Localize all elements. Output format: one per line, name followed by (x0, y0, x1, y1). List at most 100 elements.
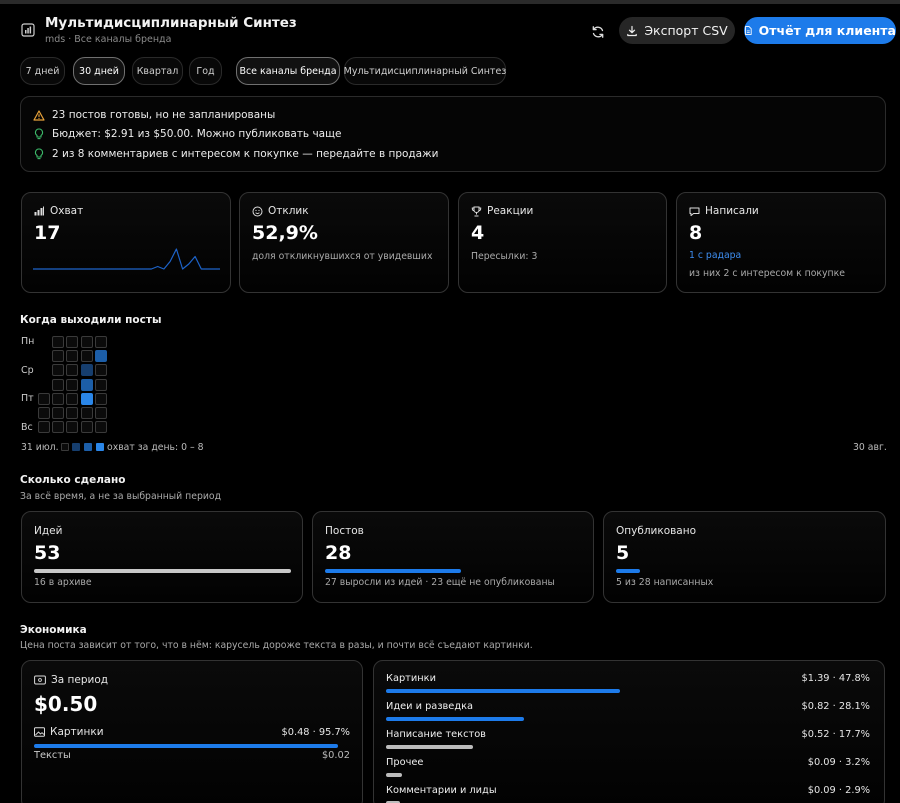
heatmap-cell[interactable] (80, 364, 93, 377)
heatmap-cell[interactable] (52, 378, 65, 391)
heatmap-cell[interactable] (80, 378, 93, 391)
heatmap-cell[interactable] (52, 336, 65, 348)
breakdown-label: Написание текстов (386, 729, 486, 740)
heatmap-cell[interactable] (80, 421, 93, 434)
economy-breakdown-card: Картинки $1.39 · 47.8% Идеи и разведка $0.8… (373, 660, 885, 803)
heatmap-cell[interactable] (52, 364, 65, 377)
breakdown-bar (386, 689, 621, 693)
heatmap-cell[interactable] (94, 364, 107, 377)
refresh-button[interactable] (586, 20, 610, 44)
period-label-text: За период (51, 674, 109, 686)
heatmap-title: Когда выходили посты (20, 314, 162, 326)
image-icon (34, 727, 45, 737)
progress-sub: 16 в архиве (34, 577, 92, 588)
metric-value-reach: 17 (34, 222, 61, 244)
heatmap-cell[interactable] (52, 392, 65, 405)
tab-all-brand-channels[interactable]: Все каналы бренда (236, 57, 340, 85)
smile-icon (252, 206, 263, 216)
progress-fill (34, 569, 291, 573)
analytics-icon (21, 22, 35, 37)
heatmap-cell[interactable] (38, 392, 50, 405)
heatmap-cell[interactable] (80, 407, 93, 419)
page-title: Мультидисциплинарный Синтез (45, 15, 297, 31)
period-images-label: Картинки (34, 726, 104, 738)
metric-sub-engagement: доля откликнувшихся от увидевших (252, 251, 433, 262)
heatmap-cell[interactable] (52, 350, 65, 363)
heatmap-cell[interactable] (66, 407, 79, 419)
breakdown-label: Идеи и разведка (386, 701, 474, 712)
heatmap-cell[interactable] (94, 378, 107, 391)
radar-link[interactable]: 1 с радара (689, 250, 742, 261)
wallet-icon (34, 675, 46, 685)
period-texts-value: $0.02 (321, 750, 350, 761)
period-label: За период (34, 674, 108, 686)
heatmap-cell[interactable] (94, 392, 107, 405)
alert-text: Бюджет: $2.91 из $50.00. Можно публикова… (52, 128, 342, 140)
breakdown-value: $0.52 · 17.7% (801, 729, 870, 740)
heatmap-cell[interactable] (52, 421, 65, 434)
metric-value-engagement: 52,9% (252, 222, 318, 244)
heatmap-cell[interactable] (66, 392, 79, 405)
heatmap-cell[interactable] (38, 421, 50, 434)
alert-sales-leads: 2 из 8 комментариев с интересом к покупк… (33, 146, 438, 162)
done-section-subtitle: За всё время, а не за выбранный период (20, 491, 221, 502)
metric-label-engagement: Отклик (252, 205, 309, 217)
heatmap-cell[interactable] (94, 336, 107, 348)
tab-30-days[interactable]: 30 дней (73, 57, 125, 85)
period-row-label: Картинки (50, 726, 104, 738)
tab-year[interactable]: Год (189, 57, 222, 85)
legend-swatch-3 (96, 443, 104, 451)
alert-text: 23 постов готовы, но не запланированы (52, 109, 276, 121)
tab-quarter[interactable]: Квартал (132, 57, 183, 85)
progress-card-posts: Постов 28 27 выросли из идей · 23 ещё не… (312, 511, 594, 603)
heatmap-cell[interactable] (66, 421, 79, 434)
day-label-wed: Ср (21, 365, 34, 376)
reach-sparkline (33, 248, 220, 270)
metric-label-reach: Охват (34, 205, 83, 217)
metric-label-text: Написали (705, 205, 759, 217)
heatmap-cell[interactable] (52, 407, 65, 419)
alerts-panel: 23 постов готовы, но не запланированы Бю… (20, 96, 886, 172)
metric-label-text: Охват (50, 205, 84, 217)
progress-value: 28 (325, 542, 352, 564)
metric-card-messages: Написали 8 1 с радара из них 2 с интерес… (676, 192, 886, 293)
heatmap-cell[interactable] (38, 407, 50, 419)
heatmap-cell[interactable] (80, 392, 93, 405)
breakdown-bar (386, 745, 473, 749)
metric-card-reactions: Реакции 4 Пересылки: 3 (458, 192, 667, 293)
page-subtitle: mds · Все каналы бренда (45, 34, 172, 45)
breakdown-bar (386, 801, 401, 803)
day-label-fri: Пт (21, 393, 34, 404)
warning-icon (33, 109, 45, 121)
progress-sub: 5 из 28 написанных (616, 577, 714, 588)
metric-sub-messages: из них 2 с интересом к покупке (689, 268, 845, 279)
heatmap-cell[interactable] (66, 350, 79, 363)
heatmap-cell[interactable] (94, 421, 107, 434)
day-label-sun: Вс (21, 422, 33, 433)
tab-channel-mds[interactable]: Мультидисциплинарный Синтез (344, 57, 506, 85)
metric-label-text: Отклик (268, 205, 309, 217)
heatmap-cell[interactable] (94, 407, 107, 419)
client-report-button[interactable]: Отчёт для клиента (744, 17, 896, 44)
progress-value: 5 (616, 542, 630, 564)
heatmap-cell[interactable] (66, 378, 79, 391)
tab-7-days[interactable]: 7 дней (20, 57, 65, 85)
heatmap-cell[interactable] (80, 336, 93, 348)
heatmap-legend-text: охват за день: 0 – 8 (107, 442, 204, 453)
heatmap-cell[interactable] (80, 350, 93, 363)
metric-label-messages: Написали (689, 205, 759, 217)
period-images-value: $0.48 · 95.7% (281, 727, 350, 738)
breakdown-bar (386, 717, 524, 721)
export-csv-button[interactable]: Экспорт CSV (619, 17, 735, 44)
metric-card-reach: Охват 17 (21, 192, 231, 293)
progress-label: Постов (325, 525, 364, 537)
filter-tabs: 7 дней 30 дней Квартал Год Все каналы бр… (20, 57, 880, 85)
economy-section-title: Экономика (20, 624, 87, 636)
heatmap-cell[interactable] (94, 350, 107, 363)
refresh-icon (592, 26, 604, 38)
heatmap-cell[interactable] (66, 336, 79, 348)
breakdown-value: $1.39 · 47.8% (801, 673, 870, 684)
breakdown-label: Картинки (386, 673, 436, 684)
heatmap-cell[interactable] (66, 364, 79, 377)
lightbulb-icon (34, 148, 44, 160)
